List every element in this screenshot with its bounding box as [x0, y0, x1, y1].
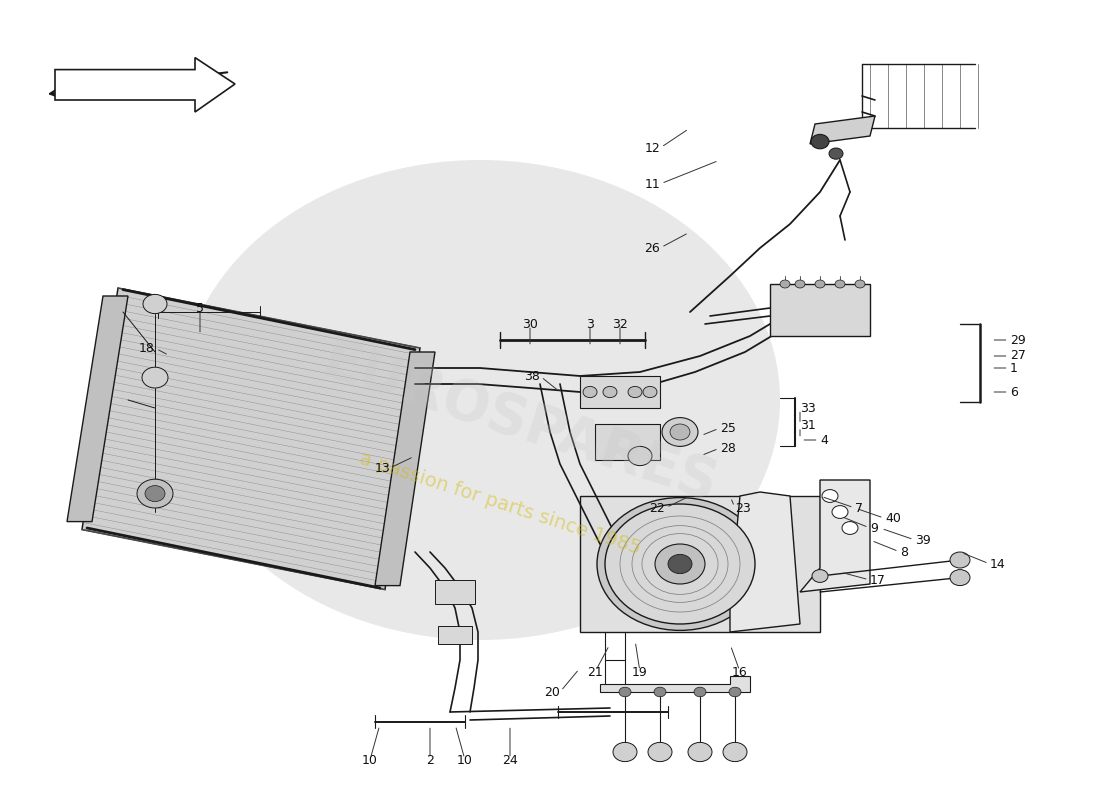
Circle shape: [723, 742, 747, 762]
Text: 3: 3: [586, 318, 594, 330]
Text: 24: 24: [502, 754, 518, 766]
Circle shape: [950, 570, 970, 586]
Circle shape: [644, 386, 657, 398]
Circle shape: [628, 446, 652, 466]
Text: 23: 23: [735, 502, 750, 514]
Circle shape: [142, 367, 168, 388]
Circle shape: [811, 134, 829, 149]
Polygon shape: [82, 288, 420, 590]
Circle shape: [628, 386, 642, 398]
Text: 17: 17: [870, 574, 886, 586]
Text: 33: 33: [800, 402, 816, 414]
Circle shape: [832, 506, 848, 518]
Circle shape: [605, 504, 755, 624]
Circle shape: [662, 418, 698, 446]
Polygon shape: [580, 496, 820, 632]
Circle shape: [180, 160, 780, 640]
Polygon shape: [595, 424, 660, 460]
Text: 6: 6: [1010, 386, 1018, 398]
Text: 9: 9: [870, 522, 878, 534]
Polygon shape: [434, 580, 475, 604]
Text: 13: 13: [374, 462, 390, 474]
Text: 11: 11: [645, 178, 660, 190]
Circle shape: [688, 742, 712, 762]
Text: 5: 5: [196, 302, 204, 314]
Circle shape: [138, 479, 173, 508]
Polygon shape: [438, 626, 472, 644]
Text: 26: 26: [645, 242, 660, 254]
Text: 20: 20: [544, 686, 560, 698]
Text: 1: 1: [1010, 362, 1018, 374]
Text: 18: 18: [139, 342, 155, 354]
Circle shape: [815, 280, 825, 288]
Text: 28: 28: [720, 442, 736, 454]
Text: 39: 39: [915, 534, 931, 546]
Circle shape: [648, 742, 672, 762]
Text: 14: 14: [990, 558, 1005, 570]
Text: 40: 40: [886, 512, 901, 525]
Text: 21: 21: [587, 666, 603, 678]
Circle shape: [670, 424, 690, 440]
Circle shape: [950, 552, 970, 568]
Circle shape: [654, 544, 705, 584]
Text: EUROSPARES: EUROSPARES: [316, 334, 725, 514]
Text: 7: 7: [855, 502, 864, 514]
Text: 10: 10: [458, 754, 473, 766]
Text: 22: 22: [649, 502, 666, 514]
Text: 12: 12: [645, 142, 660, 154]
Text: 4: 4: [820, 434, 828, 446]
Text: 32: 32: [612, 318, 628, 330]
Circle shape: [143, 294, 167, 314]
Circle shape: [597, 498, 763, 630]
Text: 8: 8: [900, 546, 908, 558]
Circle shape: [694, 687, 706, 697]
Polygon shape: [800, 480, 870, 592]
Circle shape: [795, 280, 805, 288]
Polygon shape: [730, 492, 800, 632]
Circle shape: [829, 148, 843, 159]
Circle shape: [668, 554, 692, 574]
Polygon shape: [55, 58, 235, 112]
Text: 10: 10: [362, 754, 378, 766]
Polygon shape: [770, 284, 870, 336]
Text: 25: 25: [720, 422, 736, 434]
Text: 31: 31: [800, 419, 816, 432]
Text: a passion for parts since 1985: a passion for parts since 1985: [356, 450, 644, 558]
Circle shape: [729, 687, 741, 697]
Circle shape: [812, 570, 828, 582]
Circle shape: [654, 687, 666, 697]
Circle shape: [842, 522, 858, 534]
Text: 27: 27: [1010, 350, 1026, 362]
Circle shape: [822, 490, 838, 502]
Polygon shape: [67, 296, 128, 522]
Text: 30: 30: [522, 318, 538, 330]
Text: 38: 38: [524, 370, 540, 382]
Circle shape: [780, 280, 790, 288]
Polygon shape: [600, 676, 750, 692]
Text: 2: 2: [426, 754, 433, 766]
Circle shape: [145, 486, 165, 502]
Circle shape: [855, 280, 865, 288]
Circle shape: [835, 280, 845, 288]
Circle shape: [603, 386, 617, 398]
Polygon shape: [375, 352, 434, 586]
Text: 29: 29: [1010, 334, 1025, 346]
Circle shape: [619, 687, 631, 697]
Polygon shape: [580, 376, 660, 408]
Text: 19: 19: [632, 666, 648, 678]
Polygon shape: [810, 116, 875, 144]
Circle shape: [583, 386, 597, 398]
Text: 16: 16: [733, 666, 748, 678]
Circle shape: [613, 742, 637, 762]
